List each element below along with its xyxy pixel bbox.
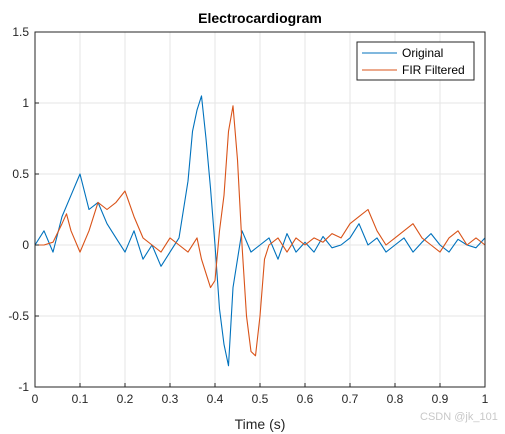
y-tick-label: 1 <box>22 96 29 110</box>
x-tick-label: 0.2 <box>117 392 134 406</box>
watermark-text: CSDN @jk_101 <box>420 411 498 423</box>
series-line-fir-filtered <box>35 105 486 357</box>
x-tick-label: 0.7 <box>342 392 359 406</box>
x-tick-label: 0.5 <box>252 392 269 406</box>
legend: Original FIR Filtered <box>356 41 475 81</box>
x-tick-label: 0.1 <box>72 392 89 406</box>
y-tick-label: -0.5 <box>8 309 29 323</box>
x-tick-label: 0.8 <box>387 392 404 406</box>
y-tick-label: 0 <box>22 238 29 252</box>
y-tick-label: -1 <box>18 380 29 394</box>
y-tick-label: 1.5 <box>12 25 29 39</box>
x-axis-label: Time (s) <box>235 416 286 432</box>
series-line-original <box>34 95 486 367</box>
series-layer <box>34 95 486 367</box>
legend-label-fir-filtered: FIR Filtered <box>402 63 465 77</box>
legend-label-original: Original <box>402 46 443 60</box>
axis-ticks: 0 0.1 0.2 0.3 0.4 0.5 0.6 0.7 0.8 0.9 1 -1 -0.5 0 0.5 1… <box>8 25 488 406</box>
x-tick-label: 0.4 <box>207 392 224 406</box>
y-tick-label: 0.5 <box>12 167 29 181</box>
chart-title: Electrocardiogram <box>198 10 322 26</box>
x-tick-label: 0 <box>32 392 39 406</box>
x-tick-label: 1 <box>482 392 489 406</box>
x-tick-label: 0.9 <box>432 392 449 406</box>
legend-box <box>356 41 475 81</box>
x-tick-label: 0.3 <box>162 392 179 406</box>
x-tick-label: 0.6 <box>297 392 314 406</box>
